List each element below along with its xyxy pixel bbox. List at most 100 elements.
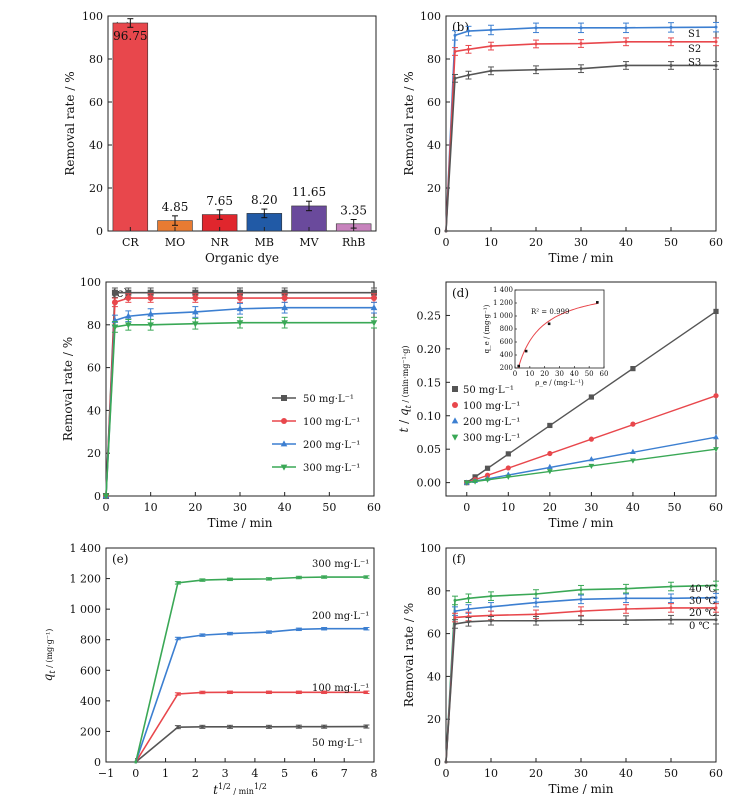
- series-S1: [444, 21, 719, 233]
- data-point: [200, 690, 204, 694]
- y-tick-label: 0.25: [417, 309, 442, 322]
- panel-label: (f): [452, 552, 466, 566]
- legend-marker: [452, 402, 458, 408]
- data-point: [630, 448, 636, 454]
- data-point: [714, 63, 718, 67]
- data-point: [453, 49, 457, 53]
- data-point: [453, 598, 457, 602]
- data-point: [281, 304, 288, 311]
- series-50 mg·L⁻¹: [464, 308, 719, 486]
- series-label: 50 mg·L⁻¹: [312, 738, 363, 749]
- data-point: [489, 69, 493, 73]
- data-point: [371, 295, 377, 302]
- series-line: [105, 306, 374, 497]
- x-axis-title-part: / min: [231, 787, 254, 796]
- data-point: [176, 725, 180, 729]
- inset-y-axis-title: q_e / (mg·g⁻¹): [483, 304, 491, 353]
- data-point: [322, 575, 326, 579]
- inset-point: [596, 301, 599, 304]
- data-point: [453, 33, 457, 37]
- data-point: [228, 690, 232, 694]
- data-point: [147, 322, 154, 329]
- data-point: [579, 618, 583, 622]
- y-tick-label: 40: [87, 404, 101, 417]
- legend-marker: [280, 440, 288, 447]
- data-point: [714, 596, 718, 600]
- y-tick-label: 20: [87, 447, 101, 460]
- data-point: [534, 26, 538, 30]
- y-tick-label: 0: [434, 225, 441, 238]
- data-point: [111, 299, 118, 306]
- data-point: [453, 622, 457, 626]
- x-tick-label: 0: [132, 767, 139, 780]
- panel-a: 020406080100(a)96.75CR4.85MO7.65NR8.20MB…: [63, 10, 377, 265]
- data-point: [111, 289, 118, 296]
- data-point: [624, 587, 628, 591]
- inset-y-tick-label: 1 200: [493, 299, 513, 307]
- data-point: [228, 577, 232, 581]
- data-point: [228, 725, 232, 729]
- data-point: [472, 474, 478, 480]
- data-point: [297, 627, 301, 631]
- legend-marker: [280, 464, 288, 471]
- series-label: 30 ℃: [689, 596, 716, 607]
- data-point: [364, 575, 368, 579]
- x-tick-label: 40: [626, 501, 640, 514]
- data-point: [472, 479, 478, 485]
- inset-x-tick-label: 60: [600, 370, 609, 378]
- y-axis-title: t / qt / (min·mg⁻¹·g): [397, 345, 413, 432]
- series-300 mg·L⁻¹: [102, 316, 378, 500]
- data-point: [534, 619, 538, 623]
- data-point: [534, 592, 538, 596]
- data-point: [534, 612, 538, 616]
- panel-label: (d): [452, 286, 469, 300]
- data-label: 4.85: [162, 200, 189, 214]
- data-point: [370, 304, 378, 311]
- x-tick-label: 20: [529, 767, 543, 780]
- series-0 ℃: [444, 614, 719, 764]
- x-tick-label: 10: [484, 236, 498, 249]
- data-label: 96.75: [113, 29, 147, 43]
- data-point: [669, 63, 673, 67]
- data-point: [630, 421, 636, 427]
- x-tick-label: 3: [222, 767, 229, 780]
- x-axis-title-part: t: [213, 783, 218, 797]
- y-axis-title: Removal rate / %: [402, 71, 416, 175]
- x-tick-label: 30: [584, 501, 598, 514]
- data-point: [370, 320, 378, 327]
- inset-frame: [514, 289, 605, 369]
- data-point: [489, 594, 493, 598]
- data-point: [579, 609, 583, 613]
- series-label: S3: [688, 57, 701, 68]
- y-axis-title-part: Removal rate / %: [402, 71, 416, 175]
- data-point: [630, 458, 636, 464]
- inset-point: [547, 322, 551, 326]
- y-tick-label: 60: [427, 96, 441, 109]
- data-point: [125, 312, 132, 319]
- data-point: [588, 463, 595, 470]
- data-point: [281, 289, 288, 296]
- data-point: [547, 422, 553, 429]
- y-axis-title-part: q: [397, 408, 411, 416]
- y-tick-label: 80: [89, 53, 103, 66]
- series-label: 0 ℃: [689, 621, 710, 632]
- y-tick-label: 40: [427, 139, 441, 152]
- data-point: [546, 469, 553, 475]
- data-point: [453, 616, 457, 620]
- data-point: [297, 690, 301, 694]
- series-line: [105, 321, 374, 497]
- data-point: [364, 627, 368, 631]
- data-point: [713, 393, 719, 399]
- legend-label: 200 mg·L⁻¹: [463, 417, 520, 428]
- x-tick-label: 30: [574, 236, 588, 249]
- plot-frame: [445, 15, 717, 232]
- x-tick-label: 10: [501, 501, 515, 514]
- y-tick-label: 60: [87, 362, 101, 375]
- legend-label: 300 mg·L⁻¹: [463, 433, 520, 444]
- data-point: [281, 295, 288, 302]
- data-point: [713, 308, 719, 315]
- y-axis-title-part: / (min·mg⁻¹·g): [401, 345, 410, 405]
- inset-fit-curve: [517, 302, 599, 369]
- y-tick-label: 1 200: [70, 573, 102, 586]
